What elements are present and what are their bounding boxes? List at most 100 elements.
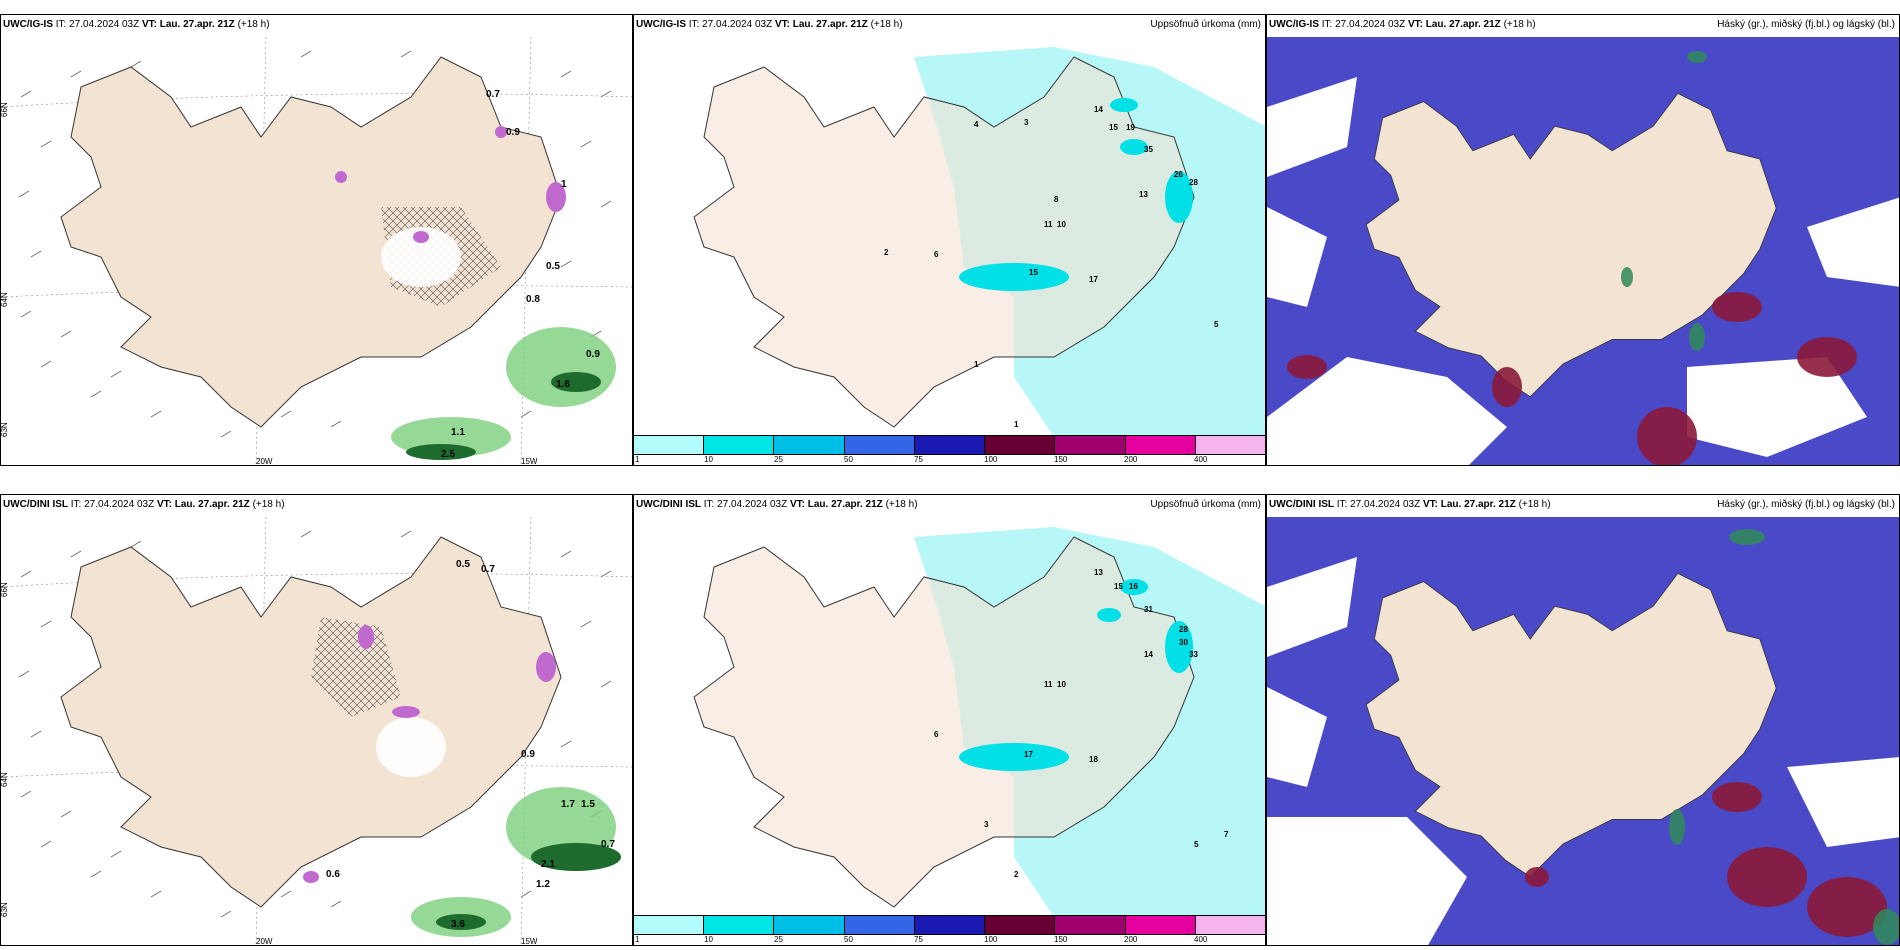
iceland-outline: [1365, 92, 1777, 398]
vt-label: VT:: [1422, 499, 1438, 510]
wind-value: 0.7: [486, 89, 500, 100]
it-value: 27.04.2024 03Z: [717, 499, 788, 510]
wind-value: 1.7: [561, 799, 575, 810]
colorbar-swatch: [1125, 916, 1196, 934]
colorbar-tick: 75: [914, 455, 923, 464]
precip-value: 10: [1057, 220, 1066, 229]
precip-value: 13: [1094, 568, 1103, 577]
snow-area: [381, 227, 461, 287]
it-label: IT:: [1336, 499, 1348, 510]
lat-64: 64N: [1, 772, 9, 787]
panel-header: UWC/DINI ISL IT: 27.04.2024 03Z VT: Lau.…: [3, 499, 285, 510]
wind-map: 0.7 0.9 1 0.5 0.8 0.9 1.6 1.1 2.5 66N 64…: [1, 37, 632, 465]
it-label: IT:: [55, 19, 67, 30]
wind-value: 0.9: [586, 349, 600, 360]
wind-value: 1.1: [451, 427, 465, 438]
vt-label: VT:: [141, 19, 157, 30]
precip-value: 5: [1194, 840, 1199, 849]
colorbar-swatch: [704, 916, 775, 934]
precip-value: 7: [1224, 830, 1229, 839]
precip-value: 31: [1144, 605, 1153, 614]
precip-value: 30: [1179, 638, 1188, 647]
colorbar-tick: 150: [1054, 935, 1068, 944]
wind-value: 1: [561, 179, 567, 190]
wind-value: 0.8: [526, 294, 540, 305]
precip-value: 14: [1094, 105, 1103, 114]
vt-value: Lau. 27.apr. 21Z: [1425, 19, 1501, 30]
precip-value: 17: [1024, 750, 1033, 759]
colorbar-swatch: [704, 436, 775, 454]
vt-value: Lau. 27.apr. 21Z: [792, 19, 868, 30]
precip-value: 15: [1029, 268, 1038, 277]
lead-time: (+18 h): [237, 19, 270, 30]
lat-63: 63N: [1, 902, 9, 917]
wind-barbs: [18, 530, 612, 918]
colorbar-tick: 25: [774, 935, 783, 944]
colorbar-tick: 1: [635, 455, 640, 464]
mid-cloud-red: [1525, 782, 1887, 937]
colorbar-swatch: [634, 436, 705, 454]
lead-time: (+18 h): [1518, 499, 1551, 510]
colorbar-swatch: [1055, 436, 1126, 454]
panel-header: UWC/IG-IS IT: 27.04.2024 03Z VT: Lau. 27…: [3, 19, 270, 30]
high-cloud-green: [1669, 529, 1899, 945]
wind-barbs: [18, 50, 612, 438]
vt-label: VT:: [156, 499, 172, 510]
snow-area: [376, 717, 446, 777]
vt-value: Lau. 27.apr. 21Z: [159, 19, 235, 30]
mid-cloud-red: [1287, 292, 1857, 465]
colorbar-tick: 200: [1124, 935, 1138, 944]
colorbar-swatch: [1055, 916, 1126, 934]
vt-value: Lau. 27.apr. 21Z: [1440, 499, 1516, 510]
model-name: UWC/IG-IS: [636, 19, 686, 30]
lat-63: 63N: [1, 422, 9, 437]
precip-dark-green: [436, 843, 621, 930]
precip-map: 14 15 19 35 26 28 13 11 10 15 17 3 4 2 6…: [693, 47, 1265, 437]
panel-header: UWC/IG-IS IT: 27.04.2024 03Z VT: Lau. 27…: [1269, 19, 1536, 30]
wind-value: 1.6: [556, 379, 570, 390]
it-label: IT:: [688, 19, 700, 30]
colorbar-swatch: [1125, 436, 1196, 454]
cloud-title: Háský (gr.), miðský (fj.bl.) og lágský (…: [1717, 19, 1895, 30]
wind-value: 2.5: [441, 449, 455, 460]
iceland-outline: [693, 56, 1195, 428]
cloud-map: [1267, 517, 1899, 945]
lon-15: 15W: [521, 937, 538, 946]
colorbar-swatch: [914, 436, 986, 454]
iceland-outline: [60, 536, 562, 908]
colorbar-swatch: [774, 436, 845, 454]
wind-value-labels: 0.5 0.7 0.9 1.7 1.5 0.7 2.1 1.2 0.6 3.6: [326, 559, 615, 930]
iceland-outline: [693, 536, 1195, 908]
colorbar-tick: 50: [844, 455, 853, 464]
wind-value: 2.1: [541, 859, 555, 870]
precip-mid: [959, 579, 1193, 771]
high-cloud-green: [1621, 51, 1707, 351]
wind-value-labels: 0.7 0.9 1 0.5 0.8 0.9 1.6 1.1 2.5: [441, 89, 600, 460]
panel-precip-row2: UWC/DINI ISL IT: 27.04.2024 03Z VT: Lau.…: [633, 494, 1266, 946]
colorbar-tick: 1: [635, 935, 640, 944]
iceland-outline: [60, 56, 562, 428]
clear-areas: [1267, 77, 1899, 465]
precip-value: 2: [1014, 870, 1019, 879]
vt-label: VT:: [1407, 19, 1423, 30]
colorbar-tick: 100: [984, 935, 998, 944]
panel-header: UWC/DINI ISL IT: 27.04.2024 03Z VT: Lau.…: [636, 499, 918, 510]
panel-cloud-row1: UWC/IG-IS IT: 27.04.2024 03Z VT: Lau. 27…: [1266, 14, 1900, 466]
it-value: 27.04.2024 03Z: [702, 19, 773, 30]
colorbar-tick: 400: [1194, 455, 1208, 464]
colorbar-swatch: [774, 916, 845, 934]
colorbar-tick: 400: [1194, 935, 1208, 944]
colorbar-tick: 10: [704, 455, 713, 464]
lead-time: (+18 h): [1503, 19, 1536, 30]
precip-value-labels: 13 15 16 31 28 30 33 14 17 18 11 10 6 3 …: [934, 568, 1229, 879]
precip-value: 15: [1109, 123, 1118, 132]
precip-value: 3: [1024, 118, 1029, 127]
colorbar-swatch: [985, 436, 1056, 454]
precip-value: 17: [1089, 275, 1098, 284]
wind-value: 0.7: [481, 564, 495, 575]
cloud-map: [1267, 37, 1899, 465]
model-name: UWC/IG-IS: [3, 19, 53, 30]
lead-time: (+18 h): [870, 19, 903, 30]
colorbar-swatch: [1195, 436, 1265, 454]
precip-value: 28: [1189, 178, 1198, 187]
